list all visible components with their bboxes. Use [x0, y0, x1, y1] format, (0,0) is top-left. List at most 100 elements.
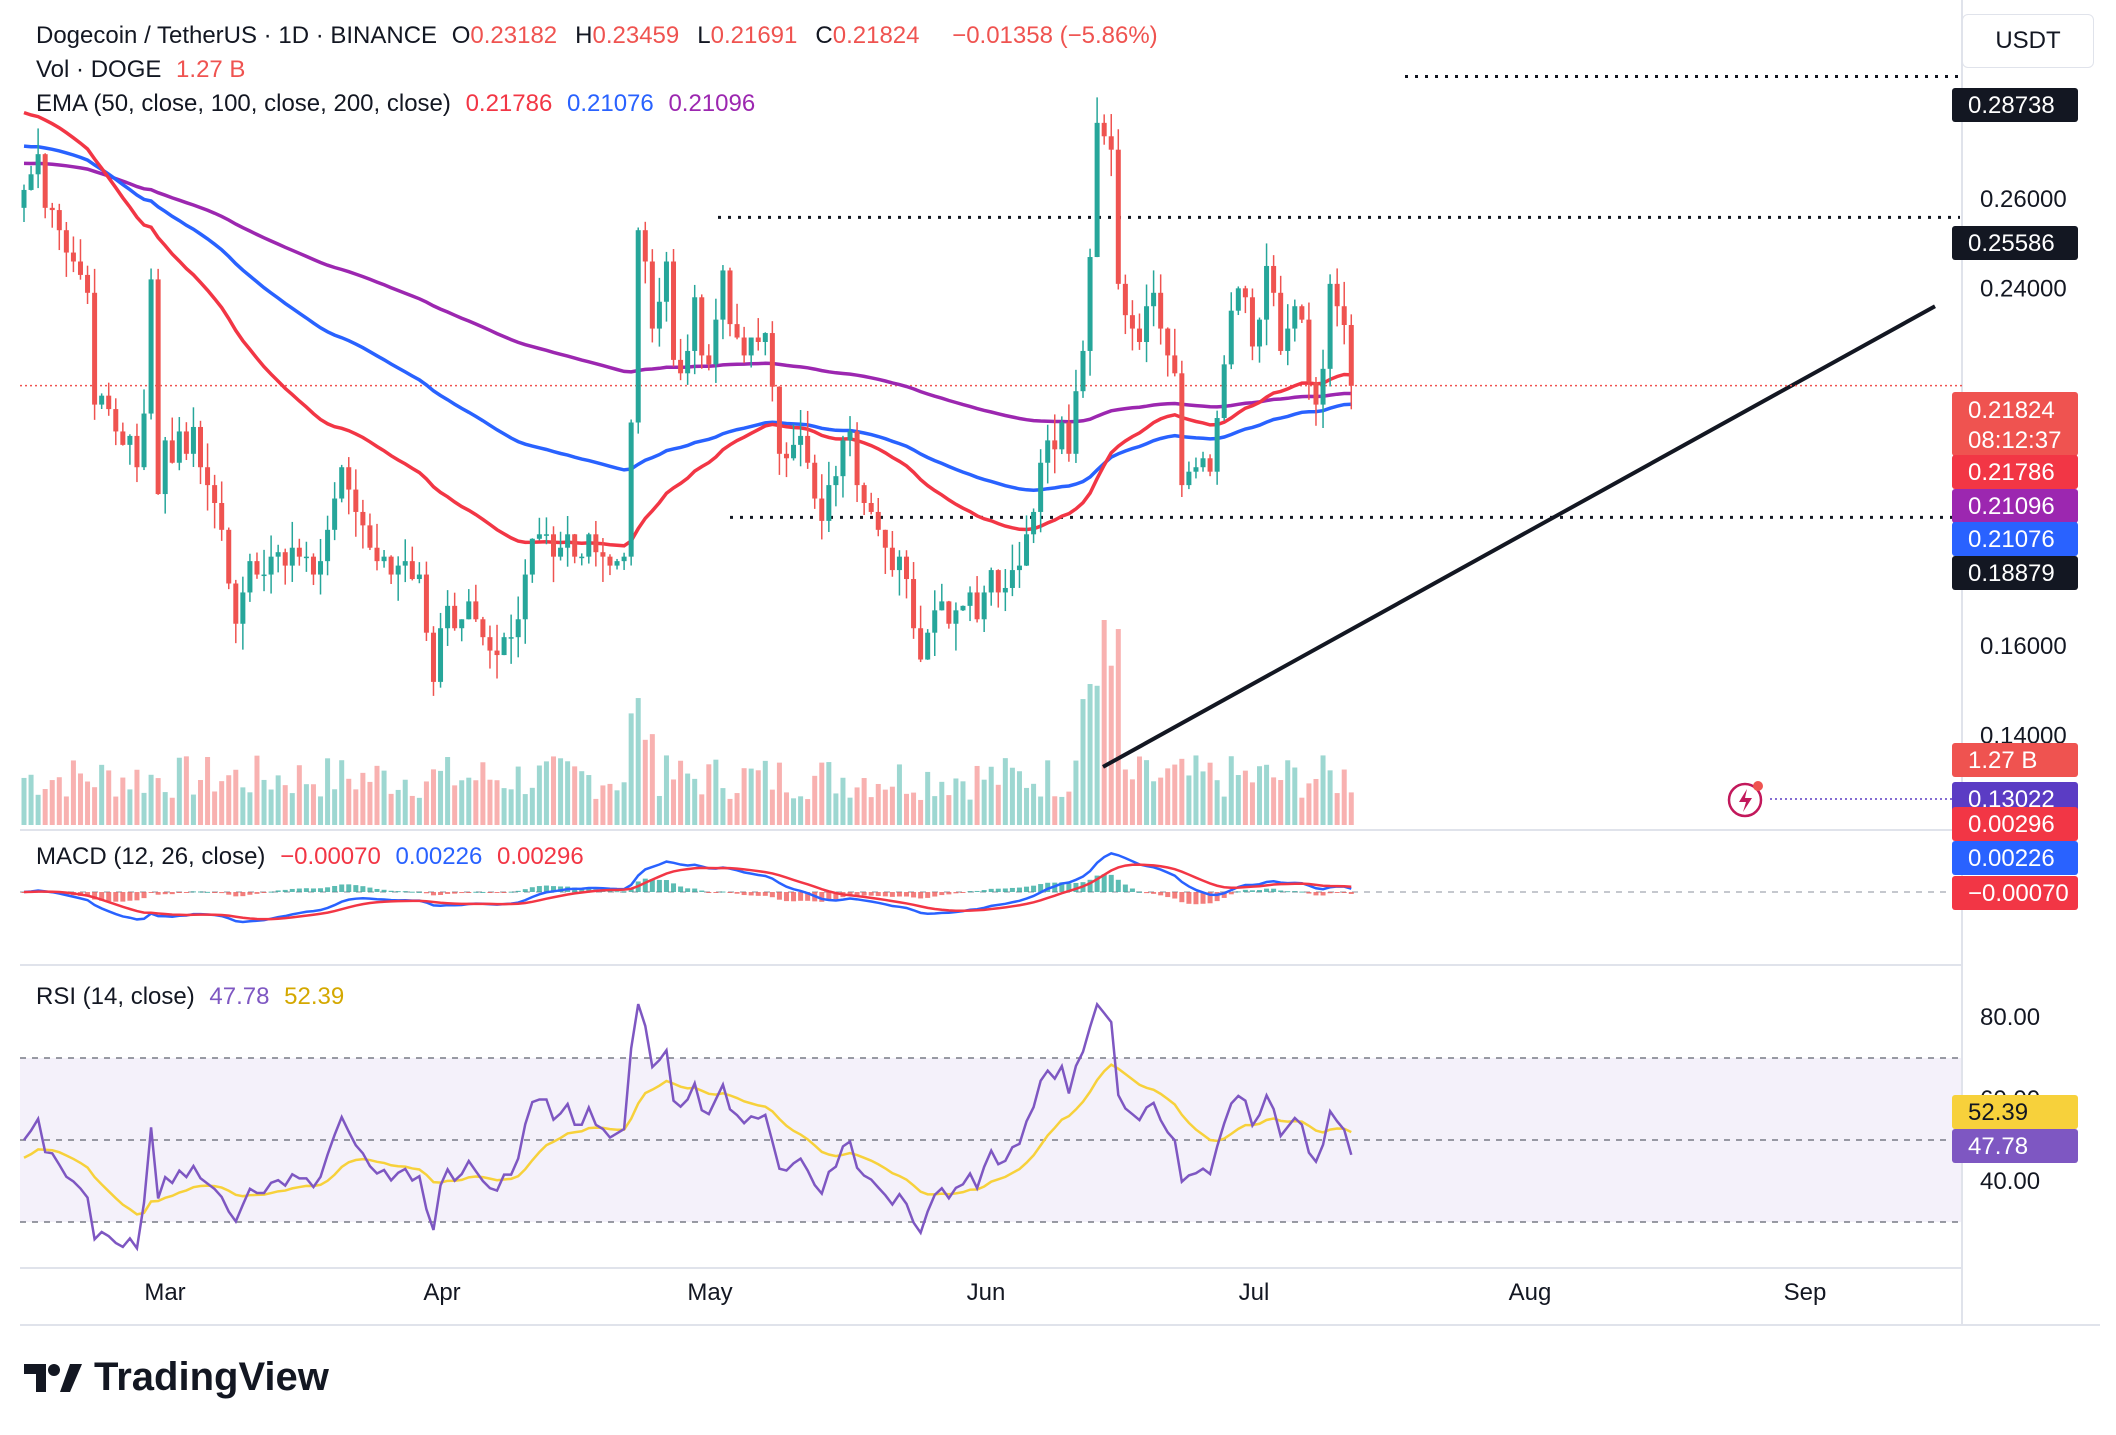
candle-body [882, 529, 888, 548]
candle-body [748, 337, 754, 356]
volume-bar [1327, 770, 1333, 825]
volume-bar [1299, 797, 1305, 825]
candle-body [1285, 328, 1291, 351]
volume-bar [1207, 762, 1213, 825]
candle-body [685, 350, 691, 374]
volume-bar [28, 774, 34, 825]
volume-bar [889, 786, 895, 825]
volume-bar [911, 792, 917, 825]
candle-body [409, 561, 415, 580]
volume-bar [254, 755, 260, 825]
volume-bar [247, 792, 253, 825]
macd-hist-bar [896, 892, 902, 897]
candle-body [558, 547, 564, 557]
volume-bar [826, 762, 832, 825]
volume-bar [685, 773, 691, 825]
macd-hist-bar [289, 888, 295, 892]
badge-macd: 0.00226 [1968, 845, 2055, 872]
candle-body [1059, 422, 1065, 450]
macd-hist-bar [1278, 890, 1284, 892]
volume-bar [275, 775, 281, 825]
volume-bar [558, 758, 564, 825]
macd-hist-bar [1285, 891, 1291, 893]
badge-volume: 1.27 B [1968, 747, 2037, 774]
macd-hist-bar [755, 892, 761, 896]
macd-hist-bar [332, 885, 338, 892]
candle-body [219, 503, 225, 530]
candle-body [1045, 440, 1051, 463]
candle-body [791, 444, 797, 459]
macd-hist-bar [1073, 882, 1079, 892]
volume-bar [861, 778, 867, 825]
volume-bar [148, 774, 154, 825]
volume-bar [572, 766, 578, 825]
macd-hist-bar [734, 892, 740, 894]
volume-bar [529, 787, 535, 825]
candle-body [466, 601, 472, 620]
candle-body [1158, 292, 1164, 329]
macd-hist-bar [1186, 892, 1192, 904]
candle-body [656, 301, 662, 329]
macd-hist-bar [706, 892, 712, 893]
candle-body [1002, 587, 1008, 593]
macd-hist-bar [127, 892, 133, 901]
macd-hist-bar [480, 891, 486, 893]
candle-body [925, 632, 931, 660]
tradingview-logo[interactable]: TradingView [24, 1355, 329, 1400]
candle-body [374, 547, 380, 562]
badge-resist-top-bg [1952, 88, 2078, 122]
macd-hist-bar [360, 886, 366, 892]
candle-body [247, 561, 253, 593]
currency-button[interactable]: USDT [1962, 14, 2094, 68]
macd-hist-bar [367, 887, 373, 892]
volume-bar [946, 795, 952, 825]
macd-hist-bar [678, 886, 684, 892]
volume-bar [339, 760, 345, 825]
volume-bar [176, 757, 182, 825]
volume-bar [1002, 758, 1008, 825]
candle-body [981, 592, 987, 620]
candle-body [692, 297, 698, 351]
macd-hist-bar [1179, 892, 1185, 903]
volume-bar [240, 787, 246, 825]
volume-bar [593, 798, 599, 825]
volume-bar [1257, 766, 1262, 825]
candle-body [755, 337, 761, 342]
macd-hist-bar [663, 880, 669, 892]
volume-bar [1080, 699, 1086, 825]
volume-bar [106, 770, 112, 825]
volume-bar [840, 777, 846, 825]
macd-hist-bar [1101, 874, 1107, 892]
candle-body [1031, 511, 1037, 535]
volume-bar [854, 787, 860, 825]
volume-bar [1200, 771, 1206, 825]
candle-body [939, 601, 945, 611]
volume-bar [1052, 796, 1058, 825]
volume-bar [882, 789, 888, 825]
candle-body [1052, 440, 1058, 450]
volume-bar [1320, 755, 1326, 825]
volume-bar [1151, 781, 1157, 825]
macd-hist-bar [1292, 891, 1298, 893]
volume-bar [663, 755, 669, 825]
macd-hist-bar [522, 889, 528, 892]
ohlc-c: C0.21824 [815, 22, 920, 49]
candle-body [1235, 288, 1241, 311]
macd-hist-bar [536, 886, 542, 892]
candle-body [381, 556, 387, 562]
macd-hist-bar [198, 891, 203, 893]
volume-bar [303, 784, 309, 825]
symbol-label: Dogecoin / TetherUS · 1D · BINANCE [36, 22, 438, 49]
volume-bar [127, 789, 133, 825]
macd-hist-bar [762, 892, 768, 896]
candle-body [332, 498, 338, 530]
time-tick-label: May [687, 1279, 732, 1306]
macd-hist-bar [1002, 888, 1008, 892]
macd-hist-bar [1264, 888, 1270, 892]
candle-body [1080, 350, 1086, 392]
macd-hist-bar [113, 892, 119, 902]
macd-hist-bar [1249, 890, 1255, 892]
badge-ema200-bg [1952, 489, 2078, 523]
macd-hist-bar [621, 891, 627, 893]
